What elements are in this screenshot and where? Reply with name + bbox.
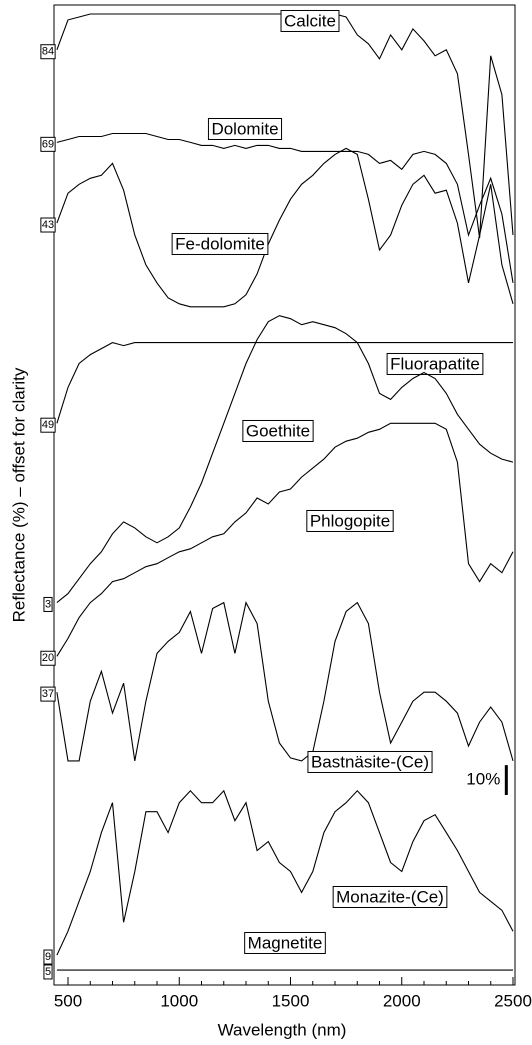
- series-label: Fluorapatite: [390, 354, 480, 373]
- x-axis-label: Wavelength (nm): [218, 1020, 347, 1039]
- series-label: Goethite: [246, 421, 310, 440]
- y-axis-label: Reflectance (%) – offset for clarity: [9, 367, 28, 622]
- x-tick-label: 2000: [383, 991, 421, 1010]
- x-tick-label: 2500: [494, 991, 532, 1010]
- label-box: [40, 136, 56, 152]
- series-label: Calcite: [284, 11, 336, 30]
- label-box: [40, 417, 56, 433]
- label-box: [171, 232, 269, 255]
- plot-frame: [53, 4, 516, 986]
- series-label: Fe-dolomite: [175, 234, 265, 253]
- label-box: [43, 596, 53, 612]
- start-value-label: 37: [42, 688, 54, 700]
- start-value-label: 69: [42, 138, 54, 150]
- start-value-label: 3: [45, 598, 51, 610]
- x-tick-label: 500: [54, 991, 82, 1010]
- series-label: Dolomite: [211, 119, 278, 138]
- x-tick-label: 1000: [160, 991, 198, 1010]
- spectrum-line: [56, 601, 514, 762]
- start-value-label: 84: [42, 46, 54, 58]
- label-box: [43, 949, 53, 965]
- label-box: [40, 686, 56, 702]
- label-box: [332, 885, 448, 908]
- series-label: Bastnäsite-(Ce): [311, 752, 429, 771]
- spectrum-line: [56, 315, 514, 604]
- label-box: [40, 44, 56, 60]
- spectrum-line: [56, 132, 514, 283]
- start-value-label: 49: [42, 419, 54, 431]
- spectrum-line: [56, 147, 514, 308]
- start-value-label: 43: [42, 219, 54, 231]
- start-value-label: 9: [45, 951, 51, 963]
- label-box: [306, 509, 394, 532]
- spectrum-line: [56, 13, 514, 239]
- label-box: [307, 750, 433, 773]
- label-box: [40, 217, 56, 233]
- scale-bar-label: 10%: [466, 769, 500, 788]
- x-tick-label: 1500: [272, 991, 310, 1010]
- label-box: [244, 931, 326, 954]
- start-value-label: 20: [42, 652, 54, 664]
- spectrum-line: [56, 789, 514, 956]
- series-label: Magnetite: [248, 933, 323, 952]
- label-box: [386, 352, 484, 375]
- series-label: Phlogopite: [310, 511, 390, 530]
- label-box: [242, 419, 314, 442]
- spectrum-line: [56, 422, 514, 657]
- spectrum-line: [56, 342, 513, 424]
- label-box: [40, 650, 56, 666]
- label-box: [207, 117, 283, 140]
- label-box: [43, 964, 53, 980]
- start-value-label: 5: [45, 966, 51, 978]
- series-label: Monazite-(Ce): [336, 887, 444, 906]
- label-box: [280, 9, 340, 32]
